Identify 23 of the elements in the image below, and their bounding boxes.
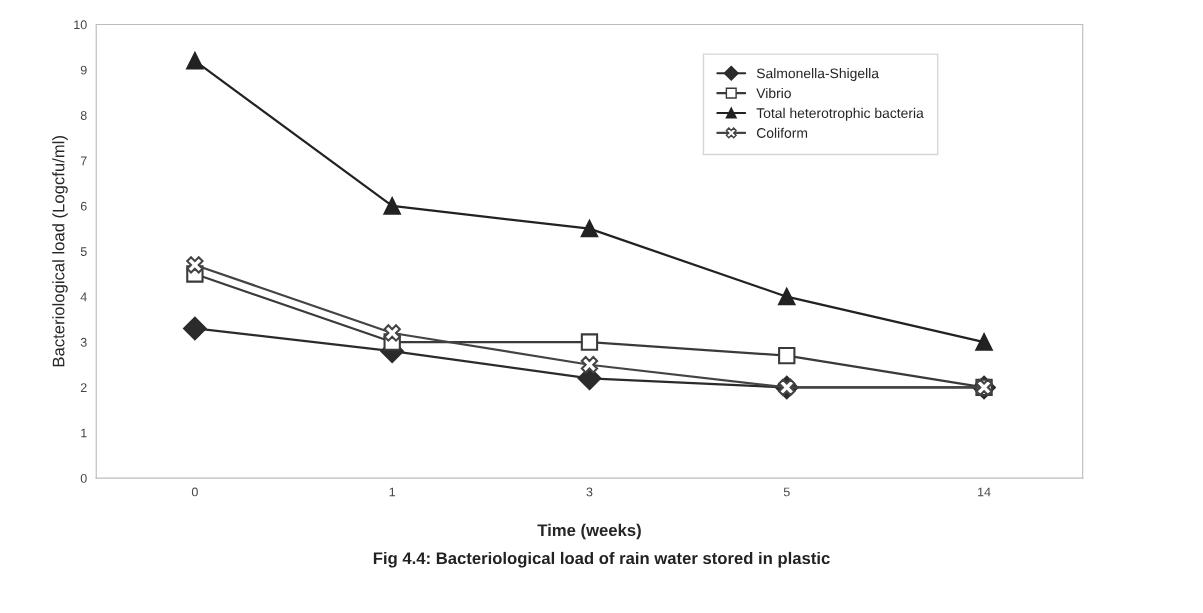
caption: Fig 4.4: Bacteriological load of rain water stored in plastic — [373, 551, 830, 568]
legend-label: Salmonella-Shigella — [756, 68, 879, 81]
x-tick-label: 1 — [389, 487, 396, 497]
y-tick-label: 9 — [80, 65, 87, 75]
y-tick-label: 0 — [80, 473, 87, 483]
legend-label: Coliform — [756, 127, 808, 138]
y-tick-label: 2 — [80, 383, 87, 392]
x-tick-label: 3 — [586, 487, 593, 497]
y-axis-title: Bacteriological load (Logcfu/ml) — [52, 136, 68, 367]
y-tick-label: 4 — [80, 292, 87, 302]
legend-label: Vibrio — [756, 87, 791, 99]
y-tick-label: 8 — [80, 111, 87, 120]
y-tick-label: 10 — [74, 20, 87, 30]
x-axis-title: Time (weeks) — [537, 523, 641, 540]
x-tick-label: 5 — [783, 487, 790, 497]
x-tick-label: 14 — [978, 487, 991, 497]
y-tick-label: 6 — [80, 201, 87, 211]
y-tick-label: 1 — [81, 428, 87, 438]
y-tick-label: 7 — [80, 156, 87, 166]
x-tick-label: 0 — [191, 487, 198, 497]
legend-label: Total heterotrophic bacteria — [756, 107, 924, 121]
y-tick-label: 3 — [80, 337, 87, 347]
y-tick-label: 5 — [80, 247, 87, 256]
